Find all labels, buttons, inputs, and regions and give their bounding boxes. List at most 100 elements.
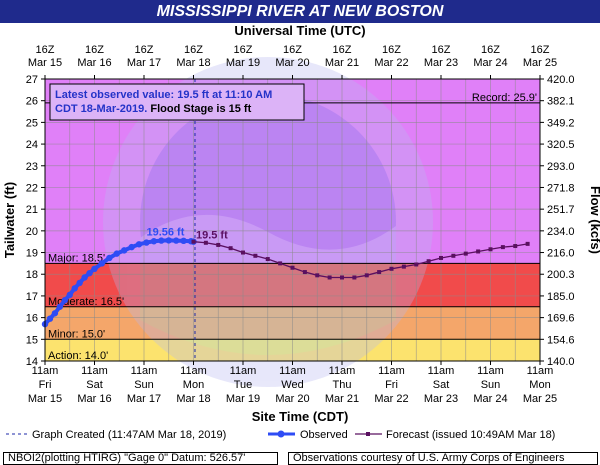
forecast-point <box>302 270 307 275</box>
legend-forecast-marker <box>366 432 370 436</box>
latest-value-line2: CDT 18-Mar-2019. Flood Stage is 15 ft <box>55 103 252 115</box>
record-label: Record: 25.9' <box>472 92 537 104</box>
flood-stage-note: Flood Stage is 15 ft <box>147 103 251 115</box>
latest-value-date: CDT 18-Mar-2019. <box>55 103 147 115</box>
observed-point <box>51 310 59 317</box>
chart-title: MISSISSIPPI RIVER AT NEW BOSTON <box>0 0 600 23</box>
observed-point <box>86 269 93 277</box>
y2-tick-label: 200.3 <box>547 269 575 281</box>
bottom-tick-time: 11am <box>32 365 59 377</box>
y2-tick-label: 154.6 <box>547 334 575 346</box>
bottom-tick-date: Mar 21 <box>325 393 359 405</box>
y-axis-label: Tailwater (ft) <box>2 182 17 258</box>
forecast-point <box>377 270 382 275</box>
forecast-point <box>327 275 332 280</box>
bottom-tick-time: 11am <box>428 365 455 377</box>
observed-point <box>150 238 158 245</box>
forecast-point <box>476 249 481 254</box>
bottom-tick-day: Mon <box>183 379 204 391</box>
forecast-point <box>290 265 295 270</box>
bottom-tick-date: Mar 18 <box>176 393 210 405</box>
top-tick-hour: 16Z <box>85 44 104 56</box>
bottom-tick-day: Sat <box>433 379 450 391</box>
bottom-tick-day: Sat <box>86 379 103 391</box>
y2-tick-label: 382.1 <box>547 96 575 108</box>
observed-point <box>61 297 68 304</box>
bottom-tick-time: 11am <box>378 365 405 377</box>
category-label: Action: 14.0' <box>48 350 108 362</box>
observed-point <box>135 241 143 248</box>
top-tick-hour: 16Z <box>135 44 154 56</box>
forecast-point <box>513 244 518 249</box>
top-tick-hour: 16Z <box>432 44 451 56</box>
bottom-tick-time: 11am <box>180 365 207 377</box>
top-axis-title: Universal Time (UTC) <box>234 23 366 38</box>
y-tick-label: 26 <box>26 96 38 108</box>
top-tick-hour: 16Z <box>481 44 500 56</box>
y2-tick-label: 271.8 <box>547 182 575 194</box>
bottom-tick-date: Mar 25 <box>523 393 557 405</box>
forecast-point <box>451 253 456 258</box>
bottom-tick-day: Tue <box>234 379 253 391</box>
top-tick-date: Mar 21 <box>325 57 359 69</box>
bottom-tick-date: Mar 20 <box>275 393 309 405</box>
latest-value-box <box>49 83 305 121</box>
forecast-point <box>426 259 431 264</box>
bottom-tick-day: Wed <box>281 379 303 391</box>
bottom-tick-date: Mar 15 <box>28 393 62 405</box>
forecast-point <box>241 250 245 255</box>
observed-point <box>46 315 54 322</box>
top-tick-date: Mar 15 <box>28 57 62 69</box>
observed-point <box>128 243 135 251</box>
forecast-point <box>191 239 196 244</box>
y-tick-label: 21 <box>26 204 38 216</box>
forecast-point <box>414 262 419 267</box>
bottom-tick-date: Mar 19 <box>226 393 260 405</box>
forecast-point <box>315 273 320 278</box>
y2-tick-label: 320.5 <box>547 139 575 151</box>
observed-point <box>106 254 113 262</box>
y-tick-label: 17 <box>26 291 38 303</box>
bottom-tick-date: Mar 24 <box>473 393 507 405</box>
forecast-point <box>389 266 394 271</box>
y-tick-label: 18 <box>26 269 38 281</box>
bottom-tick-time: 11am <box>329 365 356 377</box>
forecast-point <box>203 240 208 245</box>
top-tick-date: Mar 20 <box>275 57 309 69</box>
forecast-point <box>525 241 530 246</box>
bottom-tick-day: Fri <box>385 379 398 391</box>
gage-datum-note: NBOI2(plotting HTIRG) "Gage 0" Datum: 52… <box>3 452 278 465</box>
y2-tick-label: 251.7 <box>547 204 575 216</box>
y2-tick-label: 169.6 <box>547 313 575 325</box>
legend-observed: Observed <box>300 429 348 441</box>
y2-tick-label: 349.2 <box>547 117 575 129</box>
bottom-tick-date: Mar 23 <box>424 393 458 405</box>
top-tick-hour: 16Z <box>184 44 203 56</box>
legend-graph-created: Graph Created (11:47AM Mar 18, 2019) <box>32 429 226 441</box>
observed-point <box>76 279 83 287</box>
observed-point <box>66 291 73 299</box>
top-tick-hour: 16Z <box>531 44 550 56</box>
bottom-tick-day: Thu <box>333 379 352 391</box>
bottom-tick-time: 11am <box>527 365 554 377</box>
observed-point <box>180 237 187 245</box>
observed-point <box>71 285 78 292</box>
bottom-tick-date: Mar 17 <box>127 393 161 405</box>
observed-point <box>91 265 98 273</box>
y-tick-label: 20 <box>26 226 38 238</box>
bottom-tick-time: 11am <box>279 365 306 377</box>
top-tick-date: Mar 19 <box>226 57 260 69</box>
bottom-tick-day: Sun <box>481 379 501 391</box>
observed-point <box>81 274 88 281</box>
x-axis-label: Site Time (CDT) <box>252 409 349 424</box>
bottom-tick-day: Fri <box>39 379 52 391</box>
y-tick-label: 14 <box>26 356 38 368</box>
forecast-point <box>340 275 344 280</box>
forecast-point <box>463 251 468 256</box>
top-tick-hour: 16Z <box>283 44 302 56</box>
bottom-tick-time: 11am <box>131 365 158 377</box>
bottom-tick-day: Mon <box>529 379 550 391</box>
y2-tick-label: 216.0 <box>547 248 575 260</box>
y2-tick-label: 140.0 <box>547 356 575 368</box>
